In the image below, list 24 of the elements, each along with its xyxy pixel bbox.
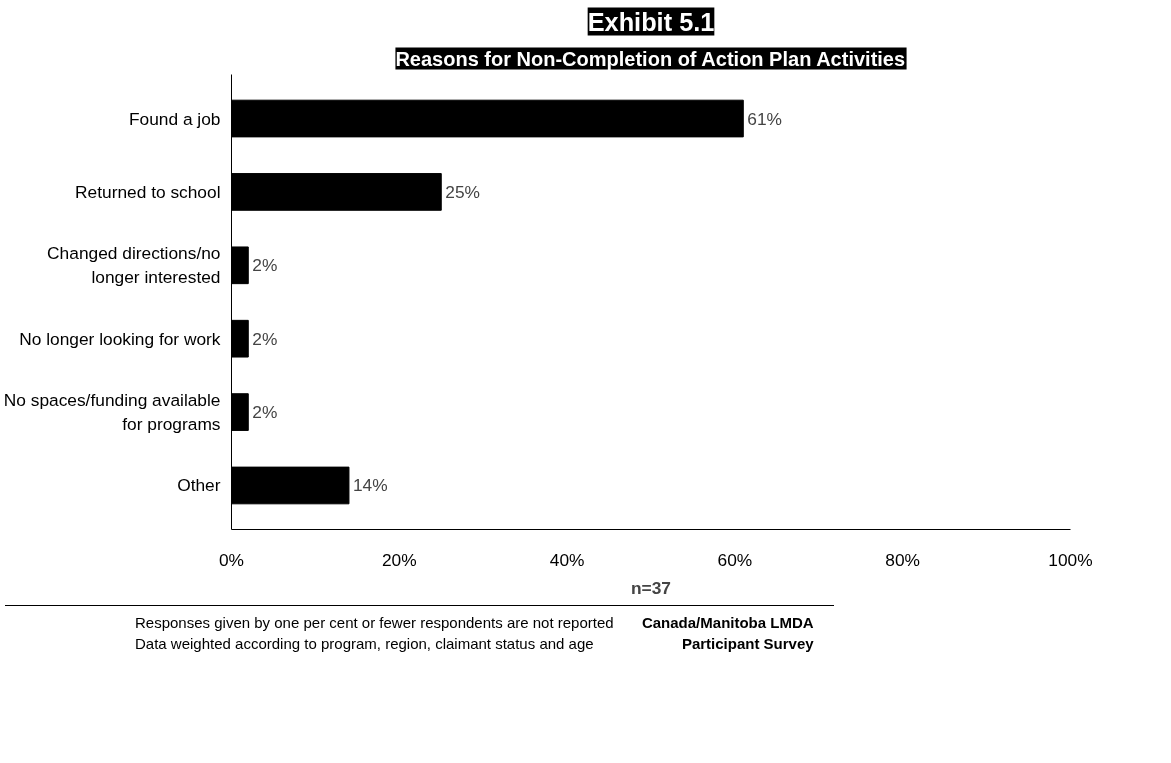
x-tick-label: 0% — [218, 549, 245, 570]
data-label: 25% — [445, 181, 480, 202]
x-tick-label: 80% — [885, 549, 921, 570]
data-label: 2% — [252, 255, 278, 276]
y-tick-label: Changed directions/no longer interested — [47, 243, 221, 288]
data-label: 2% — [252, 328, 278, 349]
data-label: 61% — [747, 108, 782, 129]
x-tick-label: 40% — [549, 549, 585, 570]
x-tick-label: 60% — [717, 549, 753, 570]
y-tick-label: No spaces/funding available for programs — [3, 390, 221, 435]
text: Responses given by one per cent or fewer respondents are not reported — [135, 614, 614, 631]
y-tick-label: Returned to school — [75, 181, 221, 202]
data-label: 2% — [252, 402, 278, 423]
x-tick-label: 20% — [381, 549, 417, 570]
data-label: 14% — [352, 475, 388, 496]
y-tick-label: Found a job — [128, 108, 221, 129]
chart-subtitle: Reasons for Non-Completion of Action Plan Activities — [395, 47, 906, 70]
y-tick-label: Other — [177, 475, 221, 496]
text: Canada/Manitoba LMDA Participant Survey — [640, 613, 814, 655]
chart-title: Exhibit 5.1 — [587, 7, 715, 36]
x-axis-title: n=37 — [631, 577, 671, 598]
y-tick-label: No longer looking for work — [19, 328, 221, 349]
text: Data weighted according to program, region, claimant status and age — [135, 635, 594, 653]
x-tick-label: 100% — [1048, 549, 1093, 570]
